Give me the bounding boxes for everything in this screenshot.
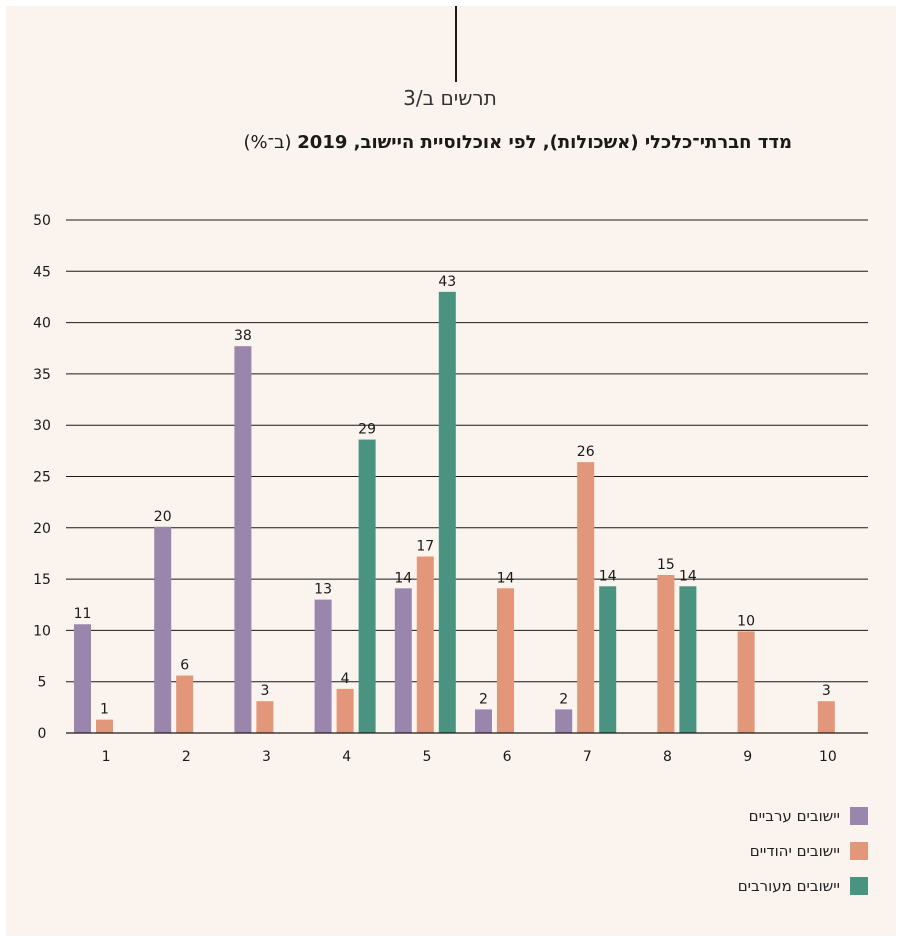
x-tick-label-2: 2 — [182, 749, 191, 765]
y-tick-label-50: 50 — [33, 213, 51, 229]
x-tick-label-9: 9 — [743, 749, 752, 765]
bar-s2-c8 — [679, 586, 697, 733]
x-tick-label-6: 6 — [503, 749, 512, 765]
legend-label-jewish: יישובים יהודיים — [749, 842, 840, 860]
data-label-s1-c10: 3 — [822, 683, 831, 699]
data-label-s1-c7: 26 — [577, 444, 595, 460]
bar-s0-c6 — [475, 709, 492, 733]
data-label-s1-c1: 1 — [100, 702, 109, 718]
bar-s0-c4 — [314, 599, 332, 733]
bar-s0-c7 — [555, 709, 573, 733]
data-label-s0-c2: 20 — [154, 509, 172, 525]
y-tick-label-5: 5 — [38, 675, 47, 691]
y-tick-label-25: 25 — [33, 470, 51, 486]
bar-s0-c3 — [234, 346, 252, 733]
chart-title: מדד חברתי־כלכלי (אשכולות), לפי אוכלוסיית… — [243, 132, 792, 153]
legend-swatch-jewish — [850, 842, 868, 860]
legend-item-jewish: יישובים יהודיים — [738, 841, 868, 861]
bar-s0-c1 — [74, 624, 91, 733]
y-tick-label-0: 0 — [38, 726, 47, 742]
x-tick-label-4: 4 — [342, 749, 351, 765]
x-tick-label-7: 7 — [583, 749, 592, 765]
bar-s1-c6 — [497, 588, 514, 733]
x-tick-label-8: 8 — [663, 749, 672, 765]
legend-label-arab: יישובים ערביים — [748, 807, 840, 825]
data-label-s0-c1: 11 — [74, 606, 92, 622]
y-tick-label-40: 40 — [33, 316, 51, 332]
header-rule — [455, 6, 457, 82]
y-tick-label-45: 45 — [33, 264, 51, 280]
x-tick-label-1: 1 — [102, 749, 111, 765]
bar-s1-c9 — [737, 631, 755, 733]
data-label-s0-c3: 38 — [234, 328, 252, 344]
data-label-s1-c3: 3 — [260, 683, 269, 699]
x-tick-label-3: 3 — [262, 749, 271, 765]
data-label-s2-c5: 43 — [438, 274, 456, 290]
bar-s1-c5 — [416, 556, 434, 733]
bar-s1-c3 — [256, 701, 274, 733]
data-label-s0-c6: 2 — [479, 691, 488, 707]
figure-label: תרשים ב/3 — [403, 86, 497, 110]
y-tick-label-20: 20 — [33, 521, 51, 537]
legend-swatch-mixed — [850, 877, 868, 895]
legend-item-arab: יישובים ערביים — [738, 806, 868, 826]
bar-s1-c1 — [96, 719, 113, 733]
bar-s2-c5 — [438, 291, 456, 733]
bar-s1-c10 — [817, 701, 835, 733]
legend-label-mixed: יישובים מעורבים — [737, 877, 840, 895]
y-tick-label-10: 10 — [33, 623, 51, 639]
chart-title-unit: (ב־%) — [243, 132, 292, 153]
legend-item-mixed: יישובים מעורבים — [738, 876, 868, 896]
x-tick-label-5: 5 — [422, 749, 431, 765]
data-label-s1-c8: 15 — [657, 557, 675, 573]
x-tick-label-10: 10 — [819, 749, 837, 765]
legend: יישובים ערביים יישובים יהודיים יישובים מ… — [738, 806, 868, 911]
bar-s2-c7 — [599, 586, 617, 733]
data-label-s0-c4: 13 — [314, 582, 332, 598]
y-tick-label-15: 15 — [33, 572, 51, 588]
data-label-s1-c4: 4 — [341, 671, 350, 687]
data-label-s1-c5: 17 — [416, 539, 434, 555]
data-label-s1-c9: 10 — [737, 613, 755, 629]
y-tick-label-30: 30 — [33, 418, 51, 434]
data-label-s0-c7: 2 — [559, 691, 568, 707]
bar-s1-c8 — [657, 574, 675, 733]
legend-swatch-arab — [850, 807, 868, 825]
bar-s1-c4 — [336, 688, 354, 733]
bar-s2-c4 — [358, 439, 376, 733]
data-label-s0-c5: 14 — [394, 570, 412, 586]
data-label-s2-c7: 14 — [599, 568, 617, 584]
data-label-s2-c8: 14 — [679, 568, 697, 584]
bar-s1-c7 — [577, 462, 595, 733]
bar-s0-c5 — [394, 588, 412, 733]
data-label-s2-c4: 29 — [358, 422, 376, 438]
y-tick-label-35: 35 — [33, 367, 51, 383]
bar-s1-c2 — [176, 675, 194, 733]
data-label-s1-c2: 6 — [180, 658, 189, 674]
data-label-s1-c6: 14 — [497, 570, 515, 586]
chart-title-text: מדד חברתי־כלכלי (אשכולות), לפי אוכלוסיית… — [297, 132, 792, 153]
bar-s0-c2 — [154, 526, 172, 733]
